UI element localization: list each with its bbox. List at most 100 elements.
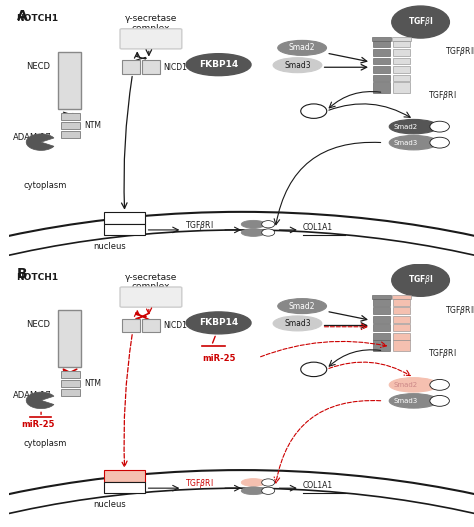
Text: Smad3: Smad3 xyxy=(284,319,311,328)
Bar xyxy=(373,57,391,64)
Bar xyxy=(61,122,80,129)
Text: Smad3: Smad3 xyxy=(393,140,418,145)
Text: NOTCH1: NOTCH1 xyxy=(17,272,59,281)
Circle shape xyxy=(262,487,275,494)
Text: A: A xyxy=(17,9,27,23)
Text: γ-secretase: γ-secretase xyxy=(125,14,177,23)
Circle shape xyxy=(262,229,275,236)
Bar xyxy=(142,318,160,332)
Text: complex: complex xyxy=(132,282,171,291)
Bar xyxy=(122,60,139,74)
Bar xyxy=(392,36,411,41)
Bar xyxy=(142,60,160,74)
Text: γ-secretase: γ-secretase xyxy=(125,272,177,281)
Ellipse shape xyxy=(389,120,438,134)
Bar xyxy=(392,57,410,64)
Bar xyxy=(373,41,391,47)
Ellipse shape xyxy=(273,316,322,331)
Text: TGF$\beta$RI: TGF$\beta$RI xyxy=(428,347,456,360)
Text: B: B xyxy=(17,267,27,281)
Bar xyxy=(58,310,82,367)
Circle shape xyxy=(72,372,74,373)
Text: P: P xyxy=(311,366,316,373)
Text: P: P xyxy=(267,481,270,484)
Text: CSL: CSL xyxy=(118,225,132,234)
Bar xyxy=(373,82,391,93)
Bar xyxy=(392,66,410,73)
Ellipse shape xyxy=(186,312,251,334)
Bar xyxy=(373,307,391,314)
Text: P: P xyxy=(438,383,442,387)
Bar xyxy=(373,66,391,73)
Bar xyxy=(373,49,391,56)
Circle shape xyxy=(430,137,449,148)
Circle shape xyxy=(430,379,449,391)
Text: cytoplasm: cytoplasm xyxy=(23,181,67,190)
Text: miR-25: miR-25 xyxy=(202,354,236,363)
Circle shape xyxy=(301,362,327,377)
Text: TGF$\beta$I: TGF$\beta$I xyxy=(408,15,433,28)
Text: TGF$\beta$I: TGF$\beta$I xyxy=(408,273,433,286)
Bar xyxy=(392,307,410,314)
Circle shape xyxy=(262,479,275,486)
Text: P: P xyxy=(267,230,270,235)
Text: Smad3: Smad3 xyxy=(393,398,418,404)
Text: ADAM-17: ADAM-17 xyxy=(13,392,52,401)
FancyBboxPatch shape xyxy=(104,482,145,493)
Text: TGF$\beta$RII: TGF$\beta$RII xyxy=(445,304,474,317)
Text: NTM: NTM xyxy=(85,121,102,130)
Text: Smad2: Smad2 xyxy=(289,43,315,52)
Bar xyxy=(61,371,80,378)
Text: TGF$\beta$RI: TGF$\beta$RI xyxy=(185,219,214,232)
Text: FKBP14: FKBP14 xyxy=(199,318,238,327)
Circle shape xyxy=(262,221,275,228)
Text: P: P xyxy=(267,489,270,493)
Bar xyxy=(61,113,80,120)
Text: Smad3: Smad3 xyxy=(245,488,262,493)
Circle shape xyxy=(392,6,449,38)
Text: Smad2: Smad2 xyxy=(245,222,262,227)
Bar xyxy=(392,316,410,323)
Text: P: P xyxy=(438,124,442,129)
Bar xyxy=(392,82,410,93)
Text: P: P xyxy=(311,108,316,114)
Ellipse shape xyxy=(278,299,327,314)
Text: NICD1: NICD1 xyxy=(112,473,137,479)
Bar xyxy=(372,295,392,299)
Text: P: P xyxy=(267,222,270,226)
Text: Smad2: Smad2 xyxy=(393,382,417,388)
Text: NTM: NTM xyxy=(85,379,102,388)
Bar xyxy=(373,316,391,323)
Ellipse shape xyxy=(241,220,265,228)
Circle shape xyxy=(145,316,146,317)
Bar xyxy=(61,131,80,138)
Bar xyxy=(373,333,391,340)
Bar xyxy=(392,49,410,56)
Text: cytoplasm: cytoplasm xyxy=(23,439,67,448)
Circle shape xyxy=(430,395,449,406)
Text: Smad2: Smad2 xyxy=(245,480,262,485)
Bar xyxy=(392,295,411,299)
Bar xyxy=(373,340,391,351)
Ellipse shape xyxy=(278,41,327,55)
Wedge shape xyxy=(26,392,54,408)
Text: Smad2: Smad2 xyxy=(289,301,315,310)
Text: nucleus: nucleus xyxy=(93,500,126,509)
Text: TGF$\beta$RI: TGF$\beta$RI xyxy=(428,89,456,102)
Bar xyxy=(392,340,410,351)
Text: NICD1: NICD1 xyxy=(164,321,188,330)
Ellipse shape xyxy=(241,487,265,495)
Ellipse shape xyxy=(273,57,322,73)
Circle shape xyxy=(430,121,449,132)
Text: NECD: NECD xyxy=(26,320,50,329)
Bar xyxy=(373,299,391,306)
Text: TGF$\beta$RII: TGF$\beta$RII xyxy=(445,45,474,58)
Text: ADAM-17: ADAM-17 xyxy=(13,133,52,142)
Wedge shape xyxy=(26,134,54,150)
Circle shape xyxy=(392,264,449,296)
Ellipse shape xyxy=(389,394,438,408)
Text: NICD1: NICD1 xyxy=(164,63,188,72)
Text: NICD1: NICD1 xyxy=(112,215,137,221)
Text: Smad3: Smad3 xyxy=(245,230,262,235)
Text: miR-25: miR-25 xyxy=(21,419,55,429)
